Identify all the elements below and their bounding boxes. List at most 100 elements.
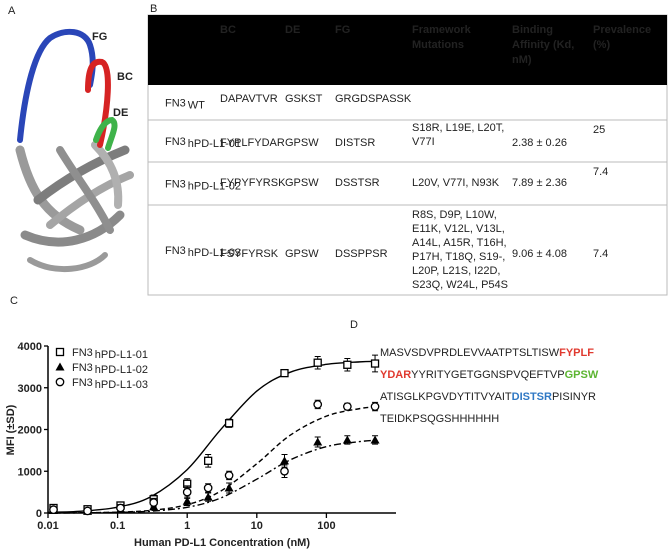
header-cell: DE	[285, 24, 300, 36]
table-cell: GSKST	[285, 93, 323, 105]
table-cell: FYPYFYRSK	[220, 177, 286, 189]
marker	[224, 419, 234, 428]
table-cell: FSYFYRSK	[220, 248, 279, 260]
bc-loop	[85, 58, 111, 148]
marker	[116, 503, 125, 513]
row-name-subscript: hPD-L1-01	[188, 138, 241, 150]
marker	[203, 492, 213, 501]
row-name-subscript: hPD-L1-02	[188, 181, 241, 193]
header-cell: (%)	[593, 39, 610, 51]
loop-label: FG	[92, 31, 107, 43]
panel-label: D	[350, 319, 358, 331]
table-cell: L20P, L21S, I22D,	[412, 265, 500, 277]
table-cell: FYPLFYDAR	[220, 137, 285, 149]
x-tick-label: 0.01	[37, 520, 58, 532]
table-cell: DISTSR	[335, 137, 375, 149]
table-cell: R8S, D9P, L10W,	[412, 209, 497, 221]
marker	[83, 506, 92, 516]
panel-label: A	[8, 5, 16, 17]
panel-label: C	[10, 295, 18, 307]
table-cell: 25	[593, 124, 605, 136]
sequence-line: YDARYYRITYGETGGNSPVQEFTVPGPSW	[380, 369, 599, 381]
x-axis-label: Human PD-L1 Concentration (nM)	[134, 537, 310, 549]
marker	[280, 368, 289, 378]
marker	[279, 456, 289, 465]
marker	[55, 362, 65, 371]
x-tick-label: 0.1	[110, 520, 125, 532]
header-cell: nM)	[512, 54, 532, 66]
sequence-line: TEIDKPSQGSHHHHHH	[380, 413, 499, 425]
table-cell: 7.89 ± 2.36	[512, 177, 567, 189]
table-cell: GPSW	[285, 137, 319, 149]
fit-curve	[47, 406, 376, 514]
marker	[370, 359, 380, 368]
marker	[182, 487, 192, 497]
row-name: FN3	[165, 136, 186, 148]
strand	[27, 252, 108, 273]
sequence-line: MASVSDVPRDLEVVAATPTSLTISWFYPLF	[380, 347, 594, 359]
legend-label: FN3	[72, 377, 93, 389]
table-cell: DAPAVTVR	[220, 93, 278, 105]
x-tick-label: 100	[317, 520, 335, 532]
fit-curve	[47, 360, 376, 514]
table-cell: GPSW	[285, 248, 319, 260]
table-cell: GRGDSPASSK	[335, 93, 412, 105]
table-cell: P17H, T18Q, S19-,	[412, 251, 505, 263]
loop-label: BC	[117, 71, 133, 83]
header-cell: Binding	[512, 24, 553, 36]
marker	[343, 360, 352, 369]
loop-label: DE	[113, 107, 128, 119]
sequence-segment: GPSW	[565, 369, 599, 381]
sequence-segment: ATISGLKPGVDYTITVYAIT	[380, 391, 512, 403]
strand	[33, 145, 130, 205]
table-cell: S23Q, W24L, P54S	[412, 279, 508, 291]
table-cell: A14L, A15R, T16H,	[412, 237, 507, 249]
header-cell: Mutations	[412, 39, 464, 51]
header-cell: Framework	[412, 24, 472, 36]
y-axis-label: MFI (±SD)	[5, 404, 17, 455]
table-cell: 2.38 ± 0.26	[512, 137, 567, 149]
table-cell: DSSTSR	[335, 177, 380, 189]
header-cell: BC	[220, 24, 236, 36]
row-name: FN3	[165, 98, 186, 110]
header-cell: Affinity (Kd,	[512, 39, 574, 51]
marker	[224, 483, 234, 492]
marker	[313, 358, 322, 367]
row-name-subscript: hPD-L1-03	[188, 247, 241, 259]
marker	[182, 496, 192, 505]
row-name-subscript: WT	[188, 100, 205, 112]
sequence-segment: PISINYR	[552, 391, 596, 403]
row-name: FN3	[165, 179, 186, 191]
sequence-segment: DISTSR	[512, 391, 552, 403]
table-cell: 9.06 ± 4.08	[512, 248, 567, 260]
de-loop	[93, 116, 118, 151]
table-cell: DSSPPSR	[335, 248, 388, 260]
marker	[204, 456, 213, 465]
x-tick-label: 10	[251, 520, 263, 532]
marker	[343, 402, 352, 411]
sequence-line: ATISGLKPGVDYTITVYAITDISTSRPISINYR	[380, 391, 596, 403]
legend-label-subscript: hPD-L1-02	[95, 364, 148, 376]
sequence-segment: TEIDKPSQGSHHHHHH	[380, 413, 499, 425]
y-tick-label: 0	[36, 508, 42, 520]
marker	[149, 498, 159, 507]
panel-label: B	[150, 3, 157, 15]
y-tick-label: 4000	[18, 341, 42, 353]
table-cell: 7.4	[593, 166, 608, 178]
marker	[49, 505, 58, 515]
sequence-segment: MASVSDVPRDLEVVAATPTSLTISW	[380, 347, 560, 359]
marker	[342, 435, 352, 444]
legend-label-subscript: hPD-L1-01	[95, 349, 148, 361]
table-header-band	[148, 15, 667, 85]
sequence-segment: YYRITYGETGGNSPVQEFTVP	[411, 369, 564, 381]
table-cell: 7.4	[593, 248, 608, 260]
legend-label-subscript: hPD-L1-03	[95, 379, 148, 391]
strand	[56, 146, 114, 234]
table-cell: GPSW	[285, 177, 319, 189]
marker	[55, 377, 65, 387]
marker	[370, 402, 380, 411]
row-name: FN3	[165, 245, 186, 257]
legend-label: FN3	[72, 347, 93, 359]
